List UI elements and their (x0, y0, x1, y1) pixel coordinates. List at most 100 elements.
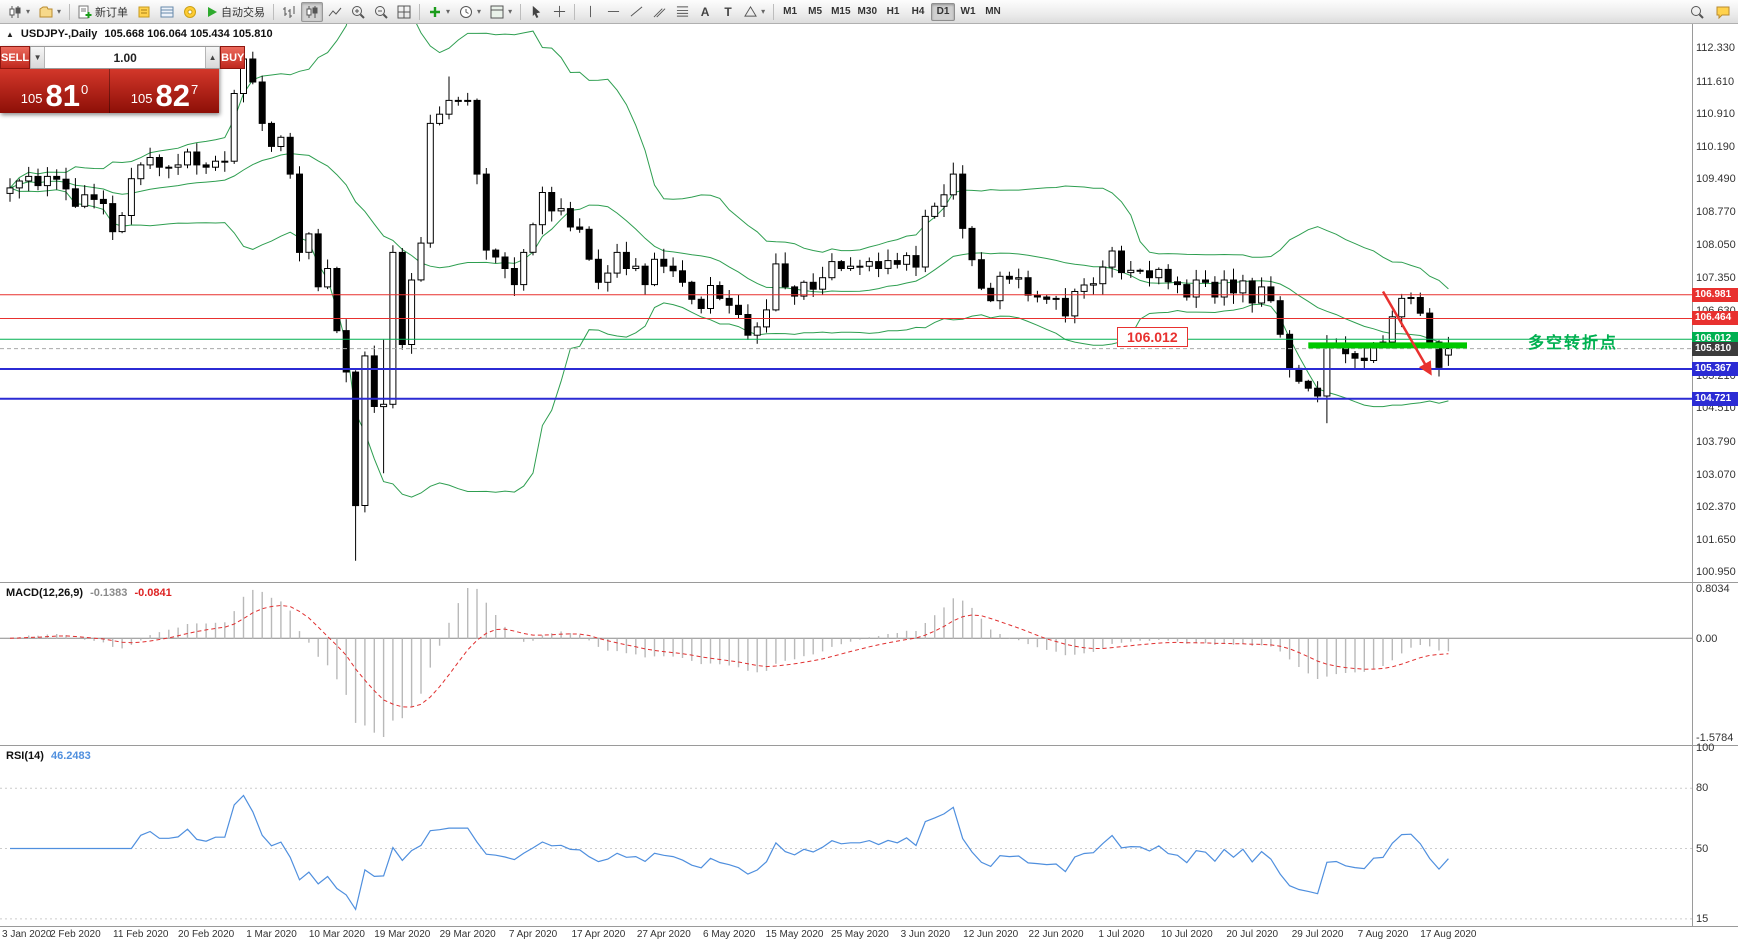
macd-label: MACD(12,26,9) -0.1383 -0.0841 (6, 587, 172, 599)
candlestick-chart-button[interactable] (301, 1, 324, 22)
buy-price[interactable]: 105 82 7 (109, 69, 219, 113)
timeframe-w1-button[interactable]: W1 (960, 6, 976, 17)
tile-windows-button[interactable] (393, 2, 415, 22)
price-tag: 105.810 (1692, 341, 1738, 356)
time-axis-label: 29 Mar 2020 (439, 929, 496, 940)
price-axis[interactable]: 112.330 111.610 110.910 110.190 109.490 108.7… (1692, 0, 1738, 943)
price-axis-label: 108.770 (1696, 206, 1736, 219)
time-axis-label: 15 May 2020 (765, 929, 824, 940)
timeframe-m5-button[interactable]: M5 (808, 6, 823, 17)
community-icon (184, 5, 197, 18)
macd-signal-value: -0.0841 (134, 587, 172, 599)
sell-button[interactable]: SELL (0, 46, 31, 69)
ohlc-values: 105.668 106.064 105.434 105.810 (104, 28, 273, 40)
shapes-button[interactable]: ▾ (740, 2, 769, 22)
rsi-name: RSI(14) (6, 750, 44, 762)
sell-price-prefix: 105 (20, 91, 43, 106)
dropdown-caret-icon: ▾ (446, 7, 451, 16)
bar-chart-icon (283, 5, 295, 18)
line-chart-button[interactable] (324, 2, 346, 22)
horizontal-line-button[interactable] (602, 2, 624, 22)
turning-point-note[interactable]: 多空转折点 (1528, 335, 1619, 353)
community-button[interactable] (179, 2, 201, 22)
price-axis-label: 103.070 (1696, 468, 1736, 481)
buy-price-prefix: 105 (130, 91, 153, 106)
autotrade-play-icon (208, 6, 218, 17)
toolbar-separator (520, 3, 522, 20)
volume-input[interactable] (45, 47, 206, 68)
candlestick-mini-icon (9, 5, 21, 18)
bar-chart-button[interactable] (278, 2, 300, 22)
fibonacci-button[interactable] (671, 2, 693, 22)
clock-icon (460, 5, 473, 18)
trendline-button[interactable] (625, 2, 647, 22)
buy-button[interactable]: BUY (220, 46, 246, 69)
crosshair-button[interactable] (548, 2, 570, 22)
price-tag: 105.367 (1692, 361, 1738, 376)
channel-button[interactable] (648, 2, 670, 22)
zoom-in-icon (352, 5, 365, 19)
autotrade-button[interactable]: 自动交易 (202, 2, 269, 22)
sell-price[interactable]: 105 81 0 (0, 69, 109, 113)
time-axis-label: 1 Mar 2020 (246, 929, 297, 940)
vertical-line-button[interactable] (579, 2, 601, 22)
profiles-button[interactable]: ▾ (35, 2, 65, 22)
volume-decrease-button[interactable]: ▼ (30, 47, 46, 68)
sell-price-main: 81 (45, 78, 80, 114)
text-button[interactable]: A (694, 2, 716, 22)
timeframe-h1-button[interactable]: H1 (886, 6, 900, 17)
timeframe-m15-button[interactable]: M15 (831, 6, 851, 17)
price-axis-label: 100.950 (1696, 566, 1736, 579)
dropdown-caret-icon: ▾ (508, 7, 513, 16)
toolbar-separator (773, 3, 775, 20)
cursor-button[interactable] (525, 2, 547, 22)
indicators-add-icon (430, 6, 441, 17)
timeframe-mn-button[interactable]: MN (985, 6, 1001, 17)
channel-icon (653, 8, 665, 18)
price-axis-label: 101.650 (1696, 534, 1736, 547)
new-chart-button[interactable]: ▾ (4, 2, 34, 22)
dropdown-caret-icon: ▾ (477, 7, 482, 16)
terminal-button[interactable] (156, 2, 178, 22)
market-depth-button[interactable] (133, 2, 155, 22)
rsi-label: RSI(14) 46.2483 (6, 750, 91, 762)
time-axis[interactable]: 3 Jan 2020 2 Feb 2020 11 Feb 2020 20 Feb 20… (0, 928, 1692, 943)
new-order-label: 新订单 (95, 6, 129, 19)
label-icon: T (724, 4, 732, 19)
symbol-period-label: USDJPY-,Daily (20, 28, 98, 40)
time-axis-label: 25 May 2020 (831, 929, 889, 940)
vertical-line-icon (589, 5, 591, 18)
indicators-add-button[interactable]: ▾ (424, 2, 454, 22)
price-annotation-label[interactable]: 106.012 (1117, 327, 1188, 348)
toolbar-separator (419, 3, 421, 20)
time-axis-label: 17 Apr 2020 (571, 929, 626, 940)
periods-button[interactable]: ▾ (455, 2, 485, 22)
label-button[interactable]: T (717, 2, 739, 22)
search-button[interactable] (1686, 2, 1708, 22)
rsi-axis-label: 80 (1696, 782, 1709, 795)
templates-button[interactable]: ▾ (486, 2, 516, 22)
zoom-out-button[interactable] (370, 2, 392, 22)
macd-axis-label: 0.8034 (1696, 582, 1730, 595)
folder-icon (39, 6, 53, 17)
time-axis-label: 12 Jun 2020 (963, 929, 1019, 940)
price-axis-label: 110.190 (1696, 140, 1735, 153)
terminal-icon (160, 6, 174, 17)
time-axis-label: 7 Aug 2020 (1357, 929, 1409, 940)
horizontal-line-icon (607, 11, 619, 12)
time-axis-label: 11 Feb 2020 (113, 929, 169, 940)
chart-title: ▲ USDJPY-,Daily 105.668 106.064 105.434 … (6, 28, 273, 40)
time-axis-label: 6 May 2020 (703, 929, 756, 940)
timeframe-d1-button[interactable]: D1 (931, 2, 955, 21)
toolbar-separator (273, 3, 275, 20)
timeframe-m1-button[interactable]: M1 (783, 6, 798, 17)
chat-button[interactable] (1712, 2, 1734, 22)
time-axis-label: 27 Apr 2020 (636, 929, 691, 940)
new-order-button[interactable]: 新订单 (74, 2, 132, 22)
timeframe-h4-button[interactable]: H4 (911, 6, 925, 17)
zoom-in-button[interactable] (347, 2, 369, 22)
volume-increase-button[interactable]: ▲ (205, 47, 221, 68)
chat-icon (1716, 6, 1730, 19)
timeframe-m30-button[interactable]: M30 (857, 6, 877, 17)
